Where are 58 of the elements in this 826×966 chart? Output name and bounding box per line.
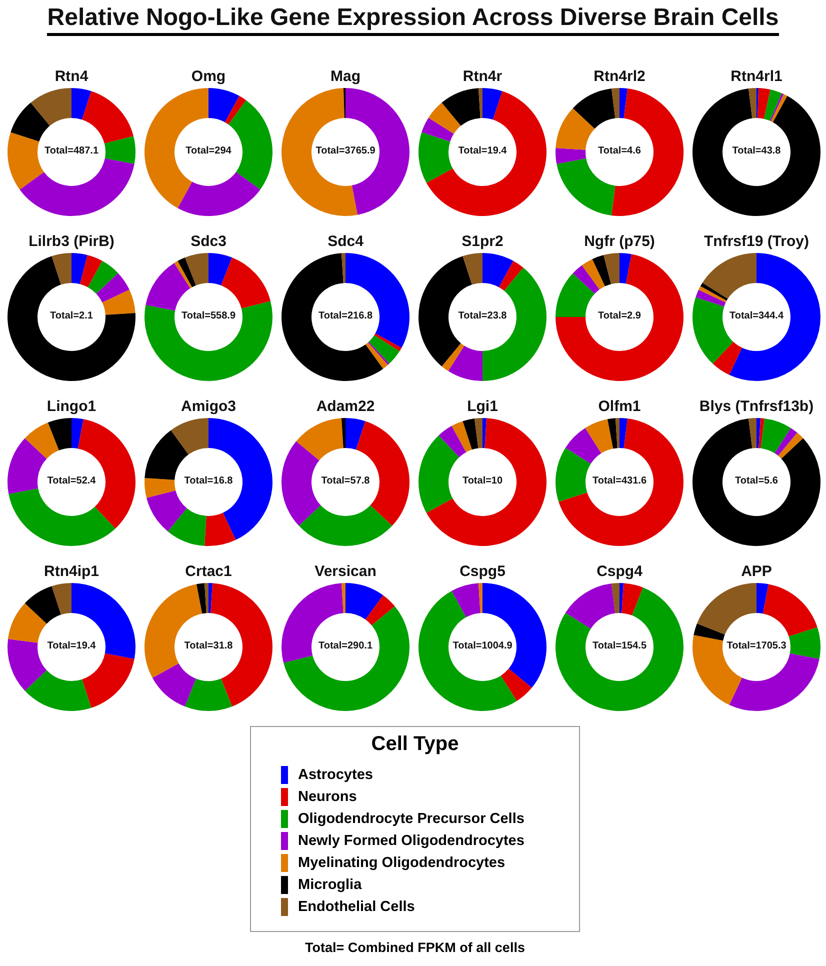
legend-label: Astrocytes <box>298 767 373 783</box>
text: Relative Nogo-Like Gene Expression Across Diverse Brain Cells <box>47 4 779 36</box>
text: Total=43.8 <box>732 146 782 156</box>
legend-label: Newly Formed Oligodendrocytes <box>298 833 524 849</box>
text: Total=558.9 <box>181 310 236 322</box>
text: Total=216.8 <box>318 310 373 322</box>
legend-label: Endothelial Cells <box>298 899 415 915</box>
chart-title: Olfm1 <box>598 398 641 415</box>
chart-title: Crtac1 <box>185 563 232 580</box>
chart-title: Rtn4ip1 <box>44 563 100 580</box>
text: Total=2.9 <box>598 310 642 322</box>
chart-title: Amigo3 <box>180 398 236 415</box>
text: Total=290.1 <box>318 640 373 652</box>
text: Total=294 <box>186 146 232 156</box>
legend-label: Oligodendrocyte Precursor Cells <box>298 811 524 827</box>
chart-title: Cspg5 <box>460 563 506 580</box>
chart-title: Lingo1 <box>46 398 96 415</box>
chart-title: Versican <box>314 563 376 580</box>
chart-title: Sdc4 <box>328 233 364 250</box>
chart-title: Blys (Tnfrsf13b) <box>699 398 814 415</box>
text: Total=3765.9 <box>316 146 376 156</box>
text: Total=4.6 <box>598 146 642 156</box>
chart-title: Omg <box>191 68 226 85</box>
text: Total=19.4 <box>458 146 508 156</box>
chart-title: Ngfr (p75) <box>584 233 655 250</box>
legend-label: Myelinating Oligodendrocytes <box>298 855 506 871</box>
text: Total=19.4 <box>47 640 96 652</box>
text: Total=23.8 <box>458 310 508 322</box>
chart-title: Rtn4rl1 <box>730 68 782 85</box>
chart-title: Rtn4r <box>462 68 502 85</box>
text: Total=431.6 <box>592 476 647 486</box>
chart-title: Lgi1 <box>467 398 498 415</box>
chart-title: APP <box>741 563 772 580</box>
legend-title: Cell Type <box>370 733 460 756</box>
text: Total=154.5 <box>592 640 647 652</box>
text: Total=2.1 <box>50 310 94 322</box>
chart-title: Rtn4 <box>54 68 89 85</box>
chart-title: Sdc3 <box>190 233 226 250</box>
legend-label: Neurons <box>298 789 357 805</box>
chart-title: Cspg4 <box>596 563 644 580</box>
chart-title: Mag <box>330 68 360 85</box>
text: Total=16.8 <box>184 476 234 486</box>
chart-title: Rtn4rl2 <box>594 68 646 85</box>
text: Total=487.1 <box>44 146 99 156</box>
chart-title: S1pr2 <box>462 233 504 250</box>
text: Total=10 <box>462 476 503 486</box>
text: Total=57.8 <box>321 476 370 486</box>
text: Total=31.8 <box>184 640 234 652</box>
chart-title: Tnfrsf19 (Troy) <box>704 233 810 250</box>
text: Total=5.6 <box>735 476 778 486</box>
text: Total=52.4 <box>47 476 96 486</box>
chart-title: Adam22 <box>316 398 375 415</box>
chart-title: Lilrb3 (PirB) <box>28 233 114 250</box>
text: Total=1004.9 <box>452 640 513 652</box>
text: Total=344.4 <box>729 310 784 322</box>
text: Total= Combined FPKM of all cells <box>304 940 526 955</box>
legend-label: Microglia <box>298 877 362 893</box>
text: Total=1705.3 <box>726 640 787 652</box>
